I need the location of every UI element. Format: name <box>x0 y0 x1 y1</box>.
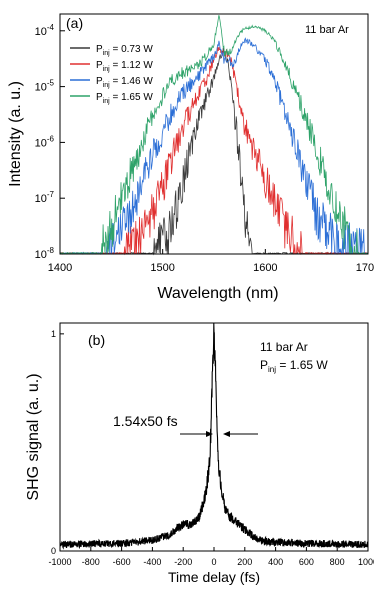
panel-a-label: (a) <box>66 15 83 31</box>
panel-b-x-tick-label: -800 <box>82 557 100 567</box>
panel-b-annotation-line1: 11 bar Ar <box>260 340 308 354</box>
panel-b-y-tick-labels: 01 <box>51 329 56 556</box>
panel-b-x-tick-label: 1000 <box>358 557 374 567</box>
spectrum-series-4 <box>60 15 369 255</box>
panel-a-y-tick-label: 10-8 <box>35 246 55 261</box>
panel-a-y-tick-label: 10-5 <box>35 79 55 94</box>
legend-label: Pinj = 1.65 W <box>96 92 153 105</box>
panel-a-x-tick-labels: 1400 1500 1600 1700 <box>48 262 374 274</box>
panel-a-y-tick-label: 10-6 <box>35 134 55 149</box>
panel-b-x-tick-label: 0 <box>211 557 216 567</box>
panel-b-x-tick-label: -1000 <box>48 557 71 567</box>
panel-b-frame <box>59 322 369 552</box>
fwhm-arrows <box>180 431 258 437</box>
panel-a-xlabel: Wavelength (nm) <box>157 285 278 302</box>
panel-b-series <box>59 322 369 550</box>
panel-a-x-tick-label: 1400 <box>48 262 72 274</box>
fwhm-label: 1.54x50 fs <box>113 413 178 429</box>
panel-b-annotation-line2: Pinj = 1.65 W <box>260 358 328 374</box>
panel-a-frame <box>59 13 369 255</box>
legend-label: Pinj = 0.73 W <box>96 44 153 57</box>
panel-b-xlabel: Time delay (fs) <box>168 569 260 585</box>
panel-b-x-tick-labels: -1000 -800 -600 -400 -200 0 200 400 600 800 1000 <box>48 557 374 567</box>
panel-a-ylabel: Intensity (a. u.) <box>7 81 24 187</box>
panel-b-x-tick-label: -600 <box>113 557 131 567</box>
panel-b-x-tick-label: -400 <box>143 557 161 567</box>
panel-b: (b) 11 bar Ar Pinj = 1.65 W 1.54x50 fs 0… <box>25 322 374 585</box>
panel-a-y-tick-label: 10-7 <box>35 190 55 205</box>
panel-b-annotation-value: = 1.65 W <box>276 358 328 372</box>
shg-trace <box>59 322 369 550</box>
panel-a: (a) 11 bar Ar Pinj = 0.73 W Pinj = 1.12 W… <box>7 13 374 302</box>
panel-b-y-tick-label: 0 <box>51 546 56 556</box>
panel-a-x-tick-label: 1500 <box>150 262 174 274</box>
panel-b-annotation-p: P <box>260 358 268 372</box>
legend-label: Pinj = 1.46 W <box>96 76 153 89</box>
panel-b-x-tick-label: 200 <box>237 557 252 567</box>
panel-b-y-tick-label: 1 <box>51 329 56 339</box>
panel-a-x-tick-label: 1600 <box>253 262 277 274</box>
legend-label: Pinj = 1.12 W <box>96 60 153 73</box>
panel-b-label: (b) <box>88 332 105 348</box>
panel-b-x-tick-label: 600 <box>299 557 314 567</box>
panel-a-x-tick-label: 1700 <box>356 262 374 274</box>
panel-b-ylabel: SHG signal (a. u.) <box>25 373 42 500</box>
panel-a-legend: Pinj = 0.73 W Pinj = 1.12 W Pinj = 1.46 W P… <box>70 44 153 105</box>
panel-b-annotation-sub: inj <box>268 365 276 374</box>
panel-b-x-tick-label: 800 <box>330 557 345 567</box>
panel-b-x-tick-label: -200 <box>174 557 192 567</box>
panel-a-y-tick-label: 10-4 <box>35 23 55 38</box>
panel-a-y-tick-labels: 10-8 10-7 10-6 10-5 10-4 <box>35 23 55 261</box>
panel-b-x-tick-label: 400 <box>268 557 283 567</box>
panel-a-annotation: 11 bar Ar <box>305 24 349 36</box>
